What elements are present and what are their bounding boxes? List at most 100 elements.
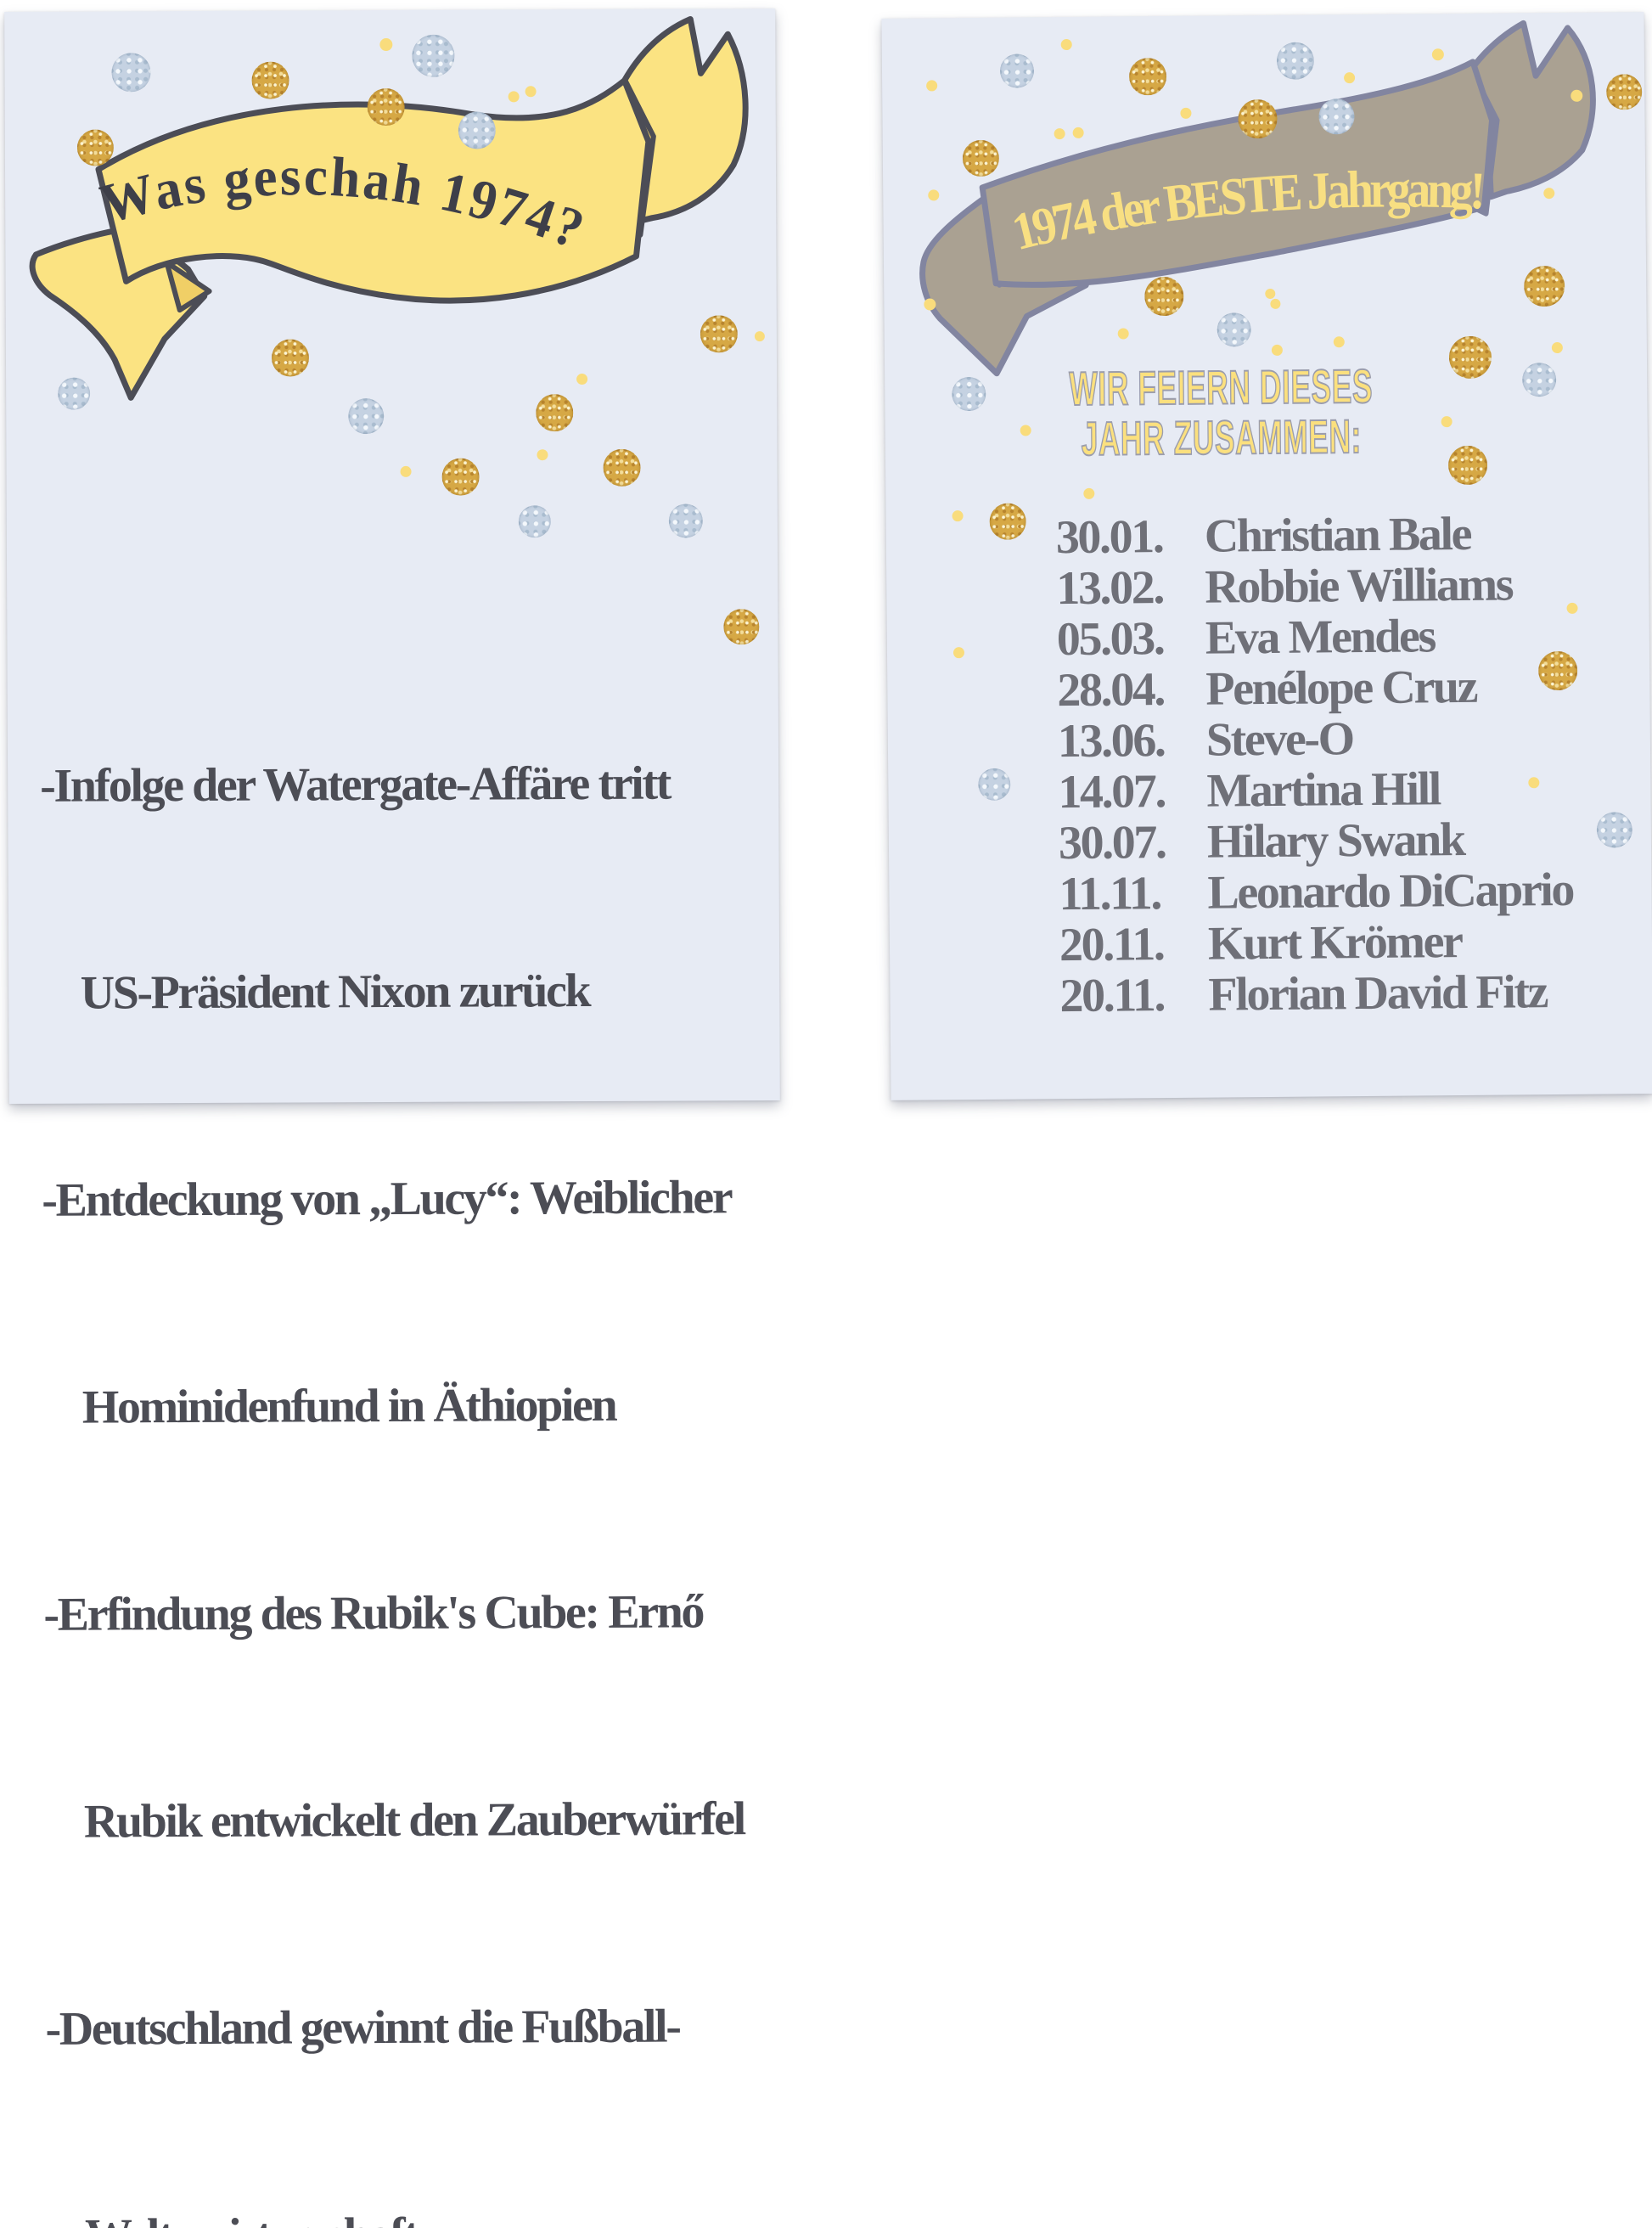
silver-gem-dot xyxy=(58,377,91,410)
birthday-name: Christian Bale xyxy=(1204,507,1471,563)
yellow-dot xyxy=(1082,487,1094,499)
birthday-row: 20.11. Florian David Fitz xyxy=(1059,965,1574,1023)
silver-gem-dot xyxy=(458,111,496,149)
silver-gem-dot xyxy=(668,504,703,538)
birthday-date: 20.11. xyxy=(1059,918,1164,972)
right-banner-title-text: 1974 der BESTE Jahrgang! xyxy=(1006,160,1483,262)
silver-gem-dot xyxy=(1217,312,1251,347)
yellow-dot xyxy=(508,90,520,102)
birthday-row: 30.01. Christian Bale xyxy=(1056,507,1571,564)
silver-gem-dot xyxy=(999,53,1035,88)
gold-glitter-dot xyxy=(1238,98,1278,139)
gold-glitter-dot xyxy=(1128,58,1167,96)
silver-gem-dot xyxy=(952,376,986,412)
birthday-name: Martina Hill xyxy=(1206,762,1441,818)
yellow-dot xyxy=(379,37,392,51)
silver-gem-dot xyxy=(412,34,455,77)
gold-glitter-dot xyxy=(1144,276,1184,317)
yellow-dot xyxy=(525,85,537,97)
right-card: 1974 der BESTE Jahrgang! WIR FEIERN DIES… xyxy=(881,12,1652,1100)
silver-gem-dot xyxy=(978,768,1011,801)
birthday-date: 11.11. xyxy=(1059,867,1161,921)
birthday-date: 20.11. xyxy=(1059,969,1165,1023)
left-banner-title: Was geschah 1974? xyxy=(94,144,594,264)
birthday-row: 11.11. Leonardo DiCaprio xyxy=(1059,864,1573,920)
gold-glitter-dot xyxy=(962,139,999,177)
yellow-dot xyxy=(400,465,412,477)
gold-glitter-dot xyxy=(1448,335,1492,380)
birthday-date: 13.02. xyxy=(1056,561,1164,616)
birthday-row: 13.06. Steve-O xyxy=(1057,712,1572,768)
gold-glitter-dot xyxy=(367,87,405,127)
gold-glitter-dot xyxy=(700,315,738,353)
birthday-name: Leonardo DiCaprio xyxy=(1207,863,1574,920)
birthday-date: 30.07. xyxy=(1058,816,1166,870)
yellow-dot xyxy=(1020,424,1031,436)
yellow-dot xyxy=(1441,415,1453,427)
yellow-dot xyxy=(1551,341,1563,353)
right-banner-fold-left xyxy=(981,188,1025,288)
left-banner-title-text: Was geschah 1974? xyxy=(94,144,594,264)
yellow-dot xyxy=(1060,38,1072,50)
yellow-dot xyxy=(952,646,964,658)
right-banner-tail-right xyxy=(1468,20,1596,200)
left-card: Was geschah 1974? -Infolge der Watergate… xyxy=(4,8,780,2228)
right-banner-title: 1974 der BESTE Jahrgang! xyxy=(1006,160,1483,262)
event-line: Rubik entwickelt den Zauberwürfel xyxy=(44,1792,745,1848)
gold-glitter-dot xyxy=(988,502,1026,540)
yellow-dot xyxy=(754,331,765,342)
yellow-dot xyxy=(1265,288,1276,300)
yellow-dot xyxy=(576,373,587,385)
silver-gem-dot xyxy=(1596,812,1633,848)
left-banner-tail-left xyxy=(29,225,208,401)
birthday-row: 28.04. Penélope Cruz xyxy=(1057,660,1571,717)
yellow-dot xyxy=(1117,327,1129,340)
yellow-dot xyxy=(1333,335,1345,347)
gold-glitter-dot xyxy=(1447,445,1488,486)
yellow-dot xyxy=(924,298,936,311)
event-line: Weltmeisterschaft xyxy=(46,2208,781,2228)
yellow-dot xyxy=(1542,187,1554,199)
yellow-dot xyxy=(1565,602,1578,614)
left-banner-tail-right xyxy=(621,15,749,225)
yellow-dot xyxy=(925,79,937,91)
yellow-dot xyxy=(1270,298,1281,309)
gold-glitter-dot xyxy=(76,128,114,166)
birthday-date: 13.06. xyxy=(1057,714,1165,768)
gold-glitter-dot xyxy=(1606,74,1643,110)
yellow-dot xyxy=(1431,48,1444,61)
celebration-heading: WIR FEIERN DIESES JAHR ZUSAMMEN: xyxy=(966,358,1476,466)
yellow-dot xyxy=(952,509,964,521)
left-banner-fold-left xyxy=(164,260,212,313)
yellow-dot xyxy=(1571,89,1583,102)
event-line: -Entdeckung von „Lucy“: Weiblicher xyxy=(42,1171,732,1227)
celebration-heading-line1: WIR FEIERN DIESES xyxy=(1068,358,1374,416)
right-banner-band xyxy=(979,59,1496,288)
gold-glitter-dot xyxy=(1524,265,1565,307)
event-line: -Deutschland gewinnt die Fußball- xyxy=(45,2000,680,2056)
silver-gem-dot xyxy=(518,505,551,538)
birthday-name: Hilary Swank xyxy=(1206,813,1464,869)
birthday-row: 05.03. Eva Mendes xyxy=(1057,610,1571,666)
yellow-dot xyxy=(1527,776,1539,788)
celebration-heading-line2: JAHR ZUSAMMEN: xyxy=(1081,408,1363,465)
yellow-dot xyxy=(1271,344,1283,356)
birthday-list: 30.01. Christian Bale 13.02. Robbie Will… xyxy=(1056,507,1575,1023)
gold-glitter-dot xyxy=(271,339,310,377)
left-banner-fold-right xyxy=(623,79,656,238)
event-line: US-Präsident Nixon zurück xyxy=(41,964,590,1020)
yellow-dot xyxy=(536,448,548,460)
silver-gem-dot xyxy=(1276,42,1315,80)
birthday-row: 14.07. Martina Hill xyxy=(1058,762,1572,819)
birthday-name: Robbie Williams xyxy=(1205,558,1513,614)
gold-glitter-dot xyxy=(251,61,289,99)
birthday-name: Penélope Cruz xyxy=(1205,660,1477,716)
silver-gem-dot xyxy=(348,398,385,435)
yellow-dot xyxy=(927,188,939,200)
birthday-row: 20.11. Kurt Krömer xyxy=(1059,915,1574,971)
yellow-dot xyxy=(1343,71,1355,83)
gold-glitter-dot xyxy=(536,394,574,432)
event-line: Hominidenfund in Äthiopien xyxy=(42,1378,616,1434)
event-line: -Erfindung des Rubik's Cube: Ernő xyxy=(43,1585,704,1641)
right-banner-fold-right xyxy=(1470,70,1500,217)
